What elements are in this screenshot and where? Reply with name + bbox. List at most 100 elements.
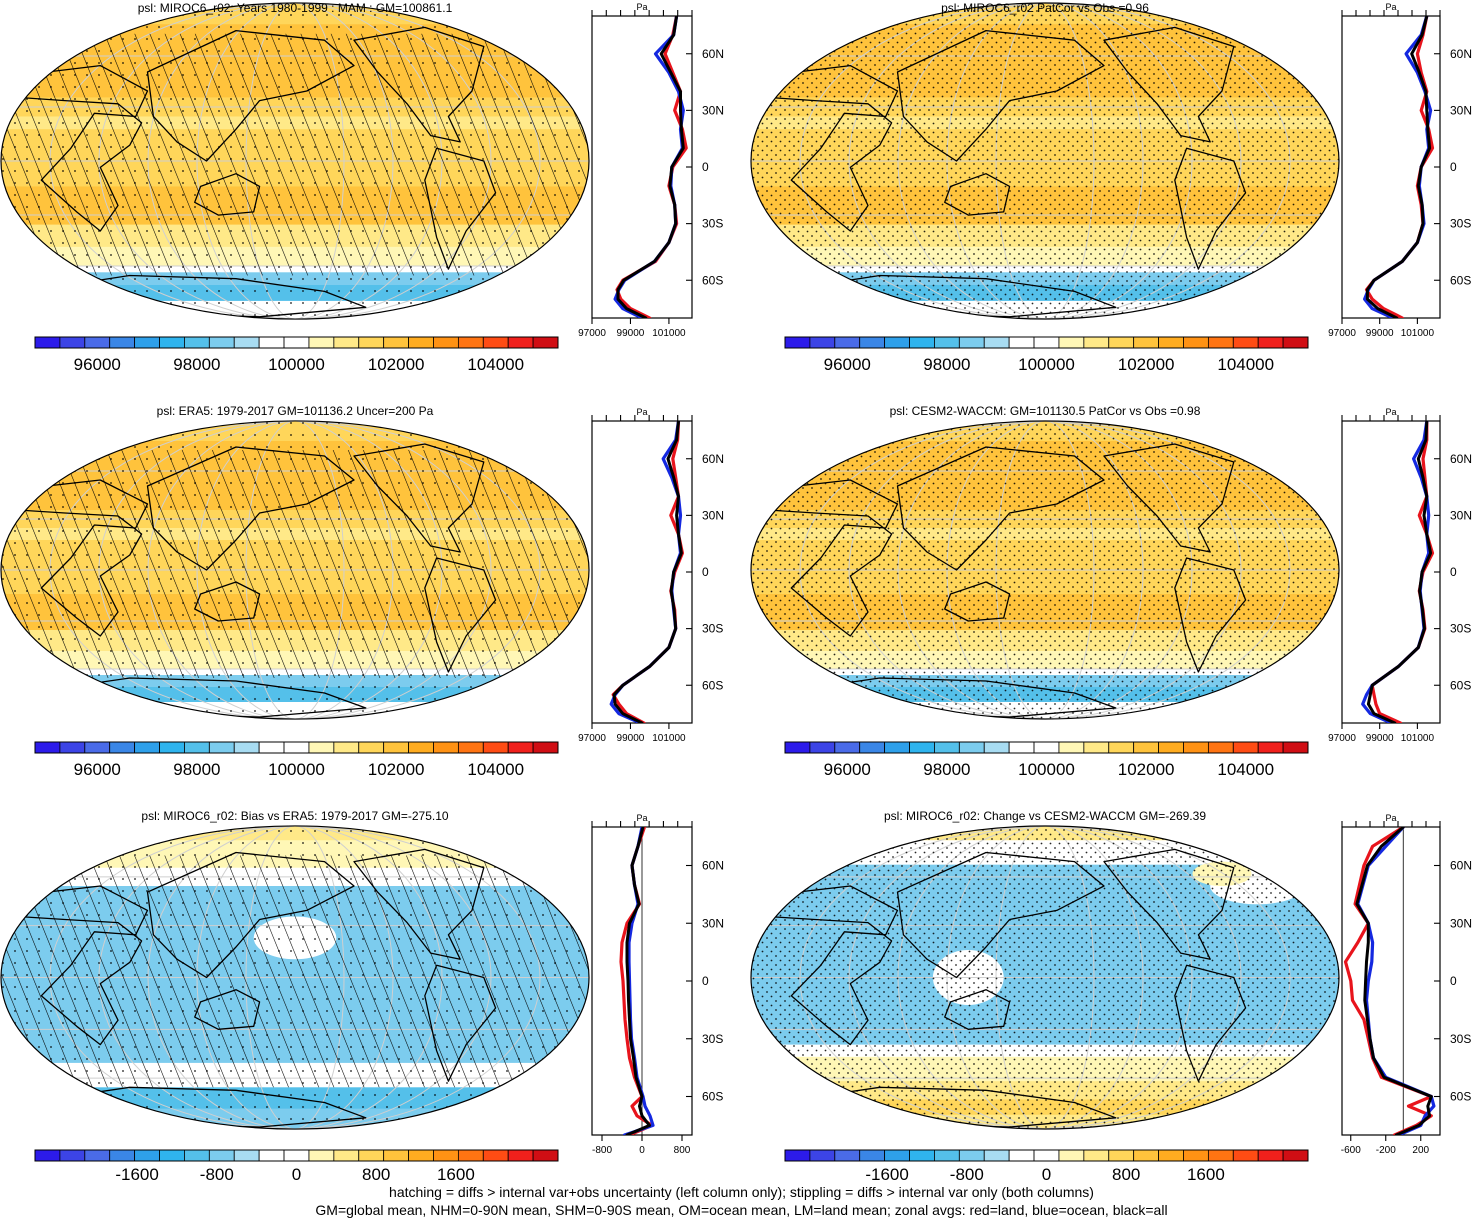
zonal-plot-bias: Pa -800 0 800 60N 30N 0 30S 60S [591, 813, 724, 1156]
colorbar-change: -1600 -800 0 800 1600 [784, 1149, 1309, 1184]
colorbar-swatch [809, 336, 836, 349]
zonal-lat-label: 0 [1450, 974, 1457, 988]
zonal-all-line [1355, 827, 1433, 1135]
map-cesm2 [751, 421, 1339, 719]
colorbar-swatch [983, 1149, 1010, 1162]
zonal-lat-label: 0 [702, 160, 709, 174]
colorbar-swatch [358, 1149, 385, 1162]
colorbar-swatch [283, 336, 310, 349]
colorbar-swatch [1158, 1149, 1184, 1162]
colorbar-swatch [784, 1149, 811, 1162]
zonal-x-tick-label: 97000 [1328, 733, 1356, 744]
colorbar-swatch [1108, 741, 1135, 754]
colorbar-label: 102000 [368, 355, 425, 374]
colorbar-label: 100000 [268, 355, 325, 374]
zonal-plot-cesm2: Pa 97000 99000 101000 60N 30N 0 30S 60S [1328, 407, 1472, 744]
colorbar-swatch [983, 336, 1010, 349]
colorbar-label: 104000 [1217, 355, 1274, 374]
zonal-lat-label: 0 [1450, 160, 1457, 174]
colorbar-label: 96000 [74, 760, 121, 779]
panel-title: psl: ERA5: 1979-2017 GM=101136.2 Uncer=2… [157, 404, 434, 418]
colorbar-swatch [507, 336, 534, 349]
colorbar-swatch [457, 336, 484, 349]
zonal-lat-label: 60N [1450, 47, 1472, 61]
zonal-plot-frame [591, 15, 693, 319]
colorbar-swatch [934, 336, 960, 349]
colorbar-swatch [1207, 741, 1234, 754]
colorbar-swatch [532, 1149, 559, 1162]
colorbar-swatch [358, 336, 385, 349]
zonal-unit-label: Pa [636, 813, 647, 823]
hatching-overlay [0, 33, 589, 276]
zonal-all-line [1365, 16, 1432, 318]
colorbar-swatch [208, 336, 235, 349]
colorbar-swatch [358, 741, 385, 754]
colorbar-swatch [1257, 336, 1284, 349]
colorbar-swatch [308, 1149, 335, 1162]
hatching-overlay [0, 450, 589, 678]
panel-title: psl: CESM2-WACCM: GM=101130.5 PatCor vs … [890, 404, 1201, 418]
map-bias [0, 825, 589, 1130]
colorbar-swatch [482, 1149, 509, 1162]
colorbar-swatch [383, 741, 409, 754]
zonal-lat-label: 30S [702, 217, 723, 231]
zonal-x-tick-label: 99000 [1366, 733, 1394, 744]
colorbar-swatch [784, 336, 811, 349]
zonal-lat-label: 30N [702, 508, 724, 522]
colorbar-swatch [333, 336, 360, 349]
colorbar-swatch [84, 1149, 111, 1162]
map-border [750, 420, 1340, 720]
zonal-lat-label: 60N [702, 859, 724, 873]
zonal-lat-label: 60S [1450, 678, 1471, 692]
colorbar-label: 96000 [824, 355, 871, 374]
colorbar-swatch [859, 336, 886, 349]
colorbar-swatch [84, 741, 111, 754]
zonal-lat-label: 30N [1450, 508, 1472, 522]
zonal-unit-label: Pa [1385, 2, 1396, 12]
map-border [750, 825, 1340, 1130]
zonal-x-tick-label: 99000 [1366, 328, 1394, 339]
colorbar-swatch [59, 741, 86, 754]
colorbar-swatch [1133, 1149, 1159, 1162]
colorbar-swatch [59, 336, 86, 349]
colorbar-swatch [1257, 741, 1284, 754]
zonal-x-tick-label: 0 [639, 1145, 645, 1156]
zonal-x-tick-label: 99000 [617, 328, 645, 339]
zonal-lat-label: 30N [1450, 103, 1472, 117]
colorbar-swatch [134, 741, 160, 754]
colorbar-label: 800 [362, 1165, 390, 1184]
colorbar-label: 0 [1042, 1165, 1051, 1184]
zonal-lat-label: 60S [1450, 1090, 1471, 1104]
colorbar-swatch [1008, 1149, 1035, 1162]
zonal-unit-label: Pa [1385, 813, 1396, 823]
zonal-lat-label: 60S [702, 678, 723, 692]
colorbar-swatch [884, 741, 910, 754]
colorbar-label: 102000 [368, 760, 425, 779]
zonal-all-line [612, 421, 683, 723]
zonal-x-tick-label: -800 [592, 1145, 612, 1156]
zonal-x-tick-label: -600 [1341, 1145, 1361, 1156]
panel-title: psl: MIROC6_r02 PatCor vs Obs =0.96 [941, 1, 1149, 15]
map-white-patch [0, 886, 30, 911]
colorbar-swatch [258, 1149, 285, 1162]
colorbar-swatch [909, 741, 935, 754]
map-border [0, 825, 590, 1130]
colorbar-swatch [159, 1149, 185, 1162]
colorbar-swatch [532, 336, 559, 349]
colorbar-swatch [34, 1149, 61, 1162]
zonal-lat-label: 0 [1450, 565, 1457, 579]
colorbar-swatch [233, 1149, 260, 1162]
zonal-plot-mam-model: Pa 97000 99000 101000 60N 30N 0 30S 60S [578, 2, 724, 339]
colorbar-label: 98000 [173, 760, 220, 779]
colorbar-swatch [333, 741, 360, 754]
zonal-x-tick-label: 101000 [1401, 733, 1435, 744]
zonal-all-line [616, 16, 685, 318]
colorbar-swatch [1207, 336, 1234, 349]
colorbar-swatch [532, 741, 559, 754]
map-border [0, 420, 590, 720]
zonal-land-line [1343, 827, 1433, 1135]
colorbar-swatch [934, 1149, 960, 1162]
colorbar-label: -1600 [865, 1165, 908, 1184]
colorbar-swatch [1232, 336, 1259, 349]
